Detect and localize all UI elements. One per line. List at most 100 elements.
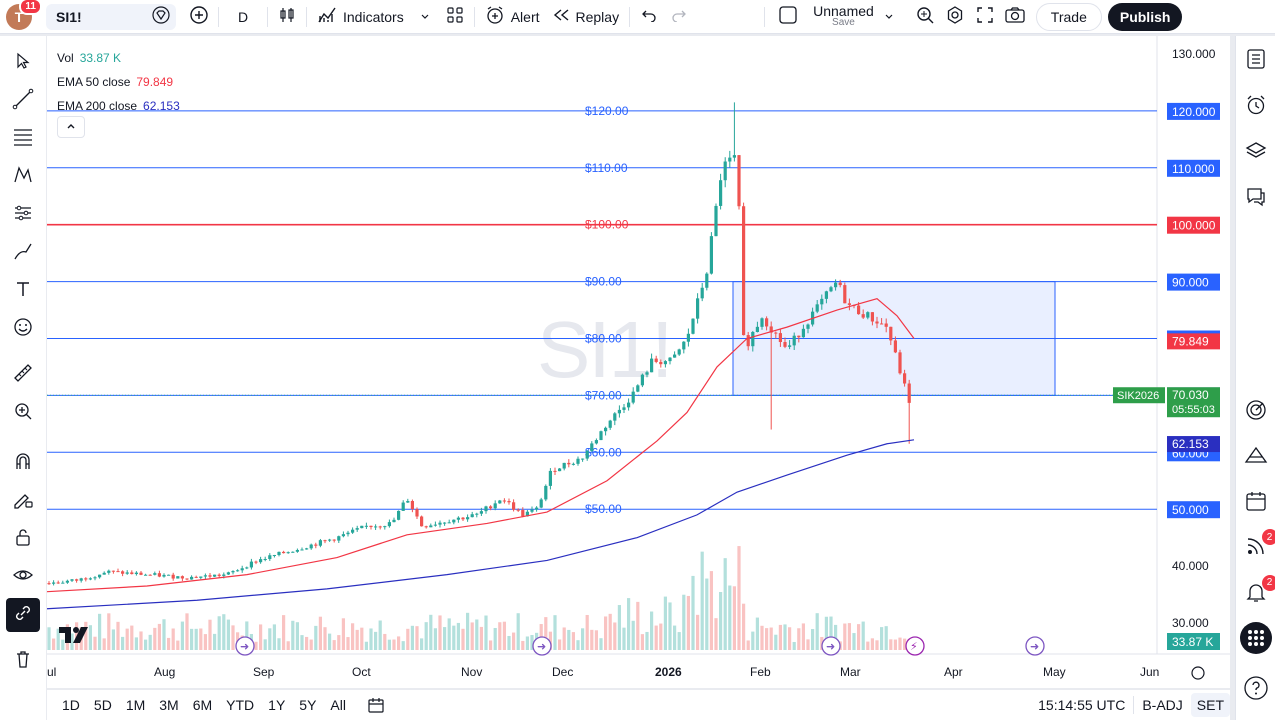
stream-button[interactable]: 2	[1240, 529, 1275, 565]
magnet-tool[interactable]	[6, 446, 40, 480]
text-tool[interactable]	[6, 274, 40, 308]
timeframe-5y[interactable]: 5Y	[299, 697, 317, 713]
timeframe-3m[interactable]: 3M	[159, 697, 179, 713]
volume-bar	[254, 641, 258, 650]
mountain-icon	[1244, 444, 1268, 471]
chat-button[interactable]	[1240, 183, 1272, 215]
candle-body	[148, 574, 152, 576]
undo-button[interactable]	[634, 2, 664, 32]
link-tool[interactable]	[6, 598, 40, 632]
add-symbol-button[interactable]	[184, 2, 214, 32]
cursor-tool[interactable]	[6, 46, 40, 80]
layout-select-checkbox[interactable]	[773, 2, 803, 32]
redo-button[interactable]	[664, 2, 694, 32]
layout-name[interactable]: Unnamed Save	[813, 4, 874, 29]
layout-button[interactable]	[440, 2, 470, 32]
symbol-search[interactable]: SI1!	[46, 3, 176, 30]
timeframe-1d[interactable]: 1D	[62, 697, 80, 713]
draw-mode-tool[interactable]	[6, 484, 40, 518]
badj-toggle[interactable]: B-ADJ	[1142, 697, 1183, 713]
pattern-tool[interactable]	[6, 160, 40, 194]
timeframe-5d[interactable]: 5D	[93, 697, 112, 713]
time-axis-label: ul	[47, 665, 56, 679]
session-button[interactable]: SET	[1190, 693, 1230, 717]
volume-bar	[870, 638, 874, 650]
chart-type-button[interactable]	[272, 2, 302, 32]
timeframe-1y[interactable]: 1Y	[268, 697, 286, 713]
price-chart[interactable]: $120.00 120.000 $110.00 110.000 $100.00 100.0…	[47, 36, 1230, 688]
brush-tool[interactable]	[6, 236, 40, 270]
date-range-icon[interactable]	[367, 696, 387, 714]
replay-button[interactable]: Replay	[546, 0, 626, 34]
interval-button[interactable]: D	[223, 0, 263, 34]
help-button[interactable]	[1240, 674, 1272, 706]
bottom-right-group: 15:14:55 UTC B-ADJ SET	[1030, 693, 1230, 717]
volume-bar	[691, 575, 695, 650]
candle-body	[355, 528, 359, 530]
volume-bar	[447, 618, 451, 650]
snapshot-button[interactable]	[1000, 2, 1030, 32]
chart-pane[interactable]: SI1! $120.00 120.000 $110.00 110.000 $100.00…	[47, 36, 1230, 688]
trade-button[interactable]: Trade	[1035, 2, 1102, 31]
zoom-tool[interactable]	[6, 396, 40, 430]
event-marker-glyph: ⚡	[910, 640, 918, 653]
object-tree-button[interactable]	[1240, 137, 1272, 169]
candle-body	[456, 517, 460, 520]
broadcast-icon	[1245, 535, 1267, 562]
ema200-value: 62.153	[143, 99, 180, 113]
candle-body	[493, 503, 497, 509]
products-button[interactable]	[1239, 621, 1272, 656]
alerts-panel-button[interactable]	[1240, 92, 1272, 124]
candle-body	[263, 559, 267, 561]
watchlist-button[interactable]	[1240, 46, 1272, 78]
candle-body	[870, 312, 874, 322]
emoji-tool[interactable]	[6, 312, 40, 346]
diamond-icon[interactable]	[152, 6, 170, 27]
publish-button[interactable]: Publish	[1107, 2, 1183, 31]
legend-collapse-button[interactable]	[57, 116, 85, 138]
utc-clock[interactable]: 15:14:55 UTC	[1038, 697, 1126, 713]
timeframe-6m[interactable]: 6M	[192, 697, 213, 713]
user-avatar[interactable]: T 11	[6, 0, 42, 30]
settings-button[interactable]	[940, 2, 970, 32]
lock-tool[interactable]	[6, 522, 40, 556]
legend-ema200[interactable]: EMA 200 close 62.153	[57, 94, 180, 118]
timeframe-1m[interactable]: 1M	[125, 697, 146, 713]
remove-drawings-tool[interactable]	[6, 644, 40, 678]
visibility-tool[interactable]	[6, 560, 40, 594]
candle-body	[56, 582, 60, 584]
forecast-tool[interactable]	[6, 198, 40, 232]
volume-bar	[884, 626, 888, 650]
trendline-tool[interactable]	[6, 84, 40, 118]
candle-body	[318, 540, 322, 546]
price-tag-text-90: 90.000	[1172, 276, 1209, 290]
volume-bar	[714, 618, 718, 650]
tradingview-logo[interactable]	[59, 624, 93, 652]
legend-volume[interactable]: Vol 33.87 K	[57, 46, 180, 70]
indicators-button[interactable]: Indicators	[311, 0, 410, 34]
volume-bar	[355, 629, 359, 650]
fib-tool[interactable]	[6, 122, 40, 156]
timeframe-ytd[interactable]: YTD	[226, 697, 255, 713]
timeframe-all[interactable]: All	[330, 697, 346, 713]
volume-bar	[742, 603, 746, 650]
layout-menu-button[interactable]	[874, 2, 904, 32]
quick-search-button[interactable]	[910, 2, 940, 32]
screener-button[interactable]	[1240, 442, 1272, 474]
legend-ema50[interactable]: EMA 50 close 79.849	[57, 70, 180, 94]
ruler-tool[interactable]	[6, 358, 40, 392]
symbol-label: SI1!	[56, 8, 82, 25]
calendar-button[interactable]	[1240, 488, 1272, 520]
ideas-button[interactable]	[1240, 396, 1272, 428]
volume-bar	[245, 621, 249, 650]
price-tag-50	[1167, 501, 1220, 519]
notifications-button[interactable]: 2	[1240, 574, 1275, 611]
volume-label: Vol	[57, 51, 74, 65]
event-marker	[532, 636, 552, 656]
fullscreen-button[interactable]	[970, 2, 1000, 32]
candle-body	[806, 324, 810, 329]
top-toolbar: T 11 SI1! D Indicators	[0, 0, 1275, 34]
indicator-templates-button[interactable]	[410, 2, 440, 32]
volume-bar	[525, 636, 529, 650]
alert-button[interactable]: Alert	[479, 0, 546, 34]
